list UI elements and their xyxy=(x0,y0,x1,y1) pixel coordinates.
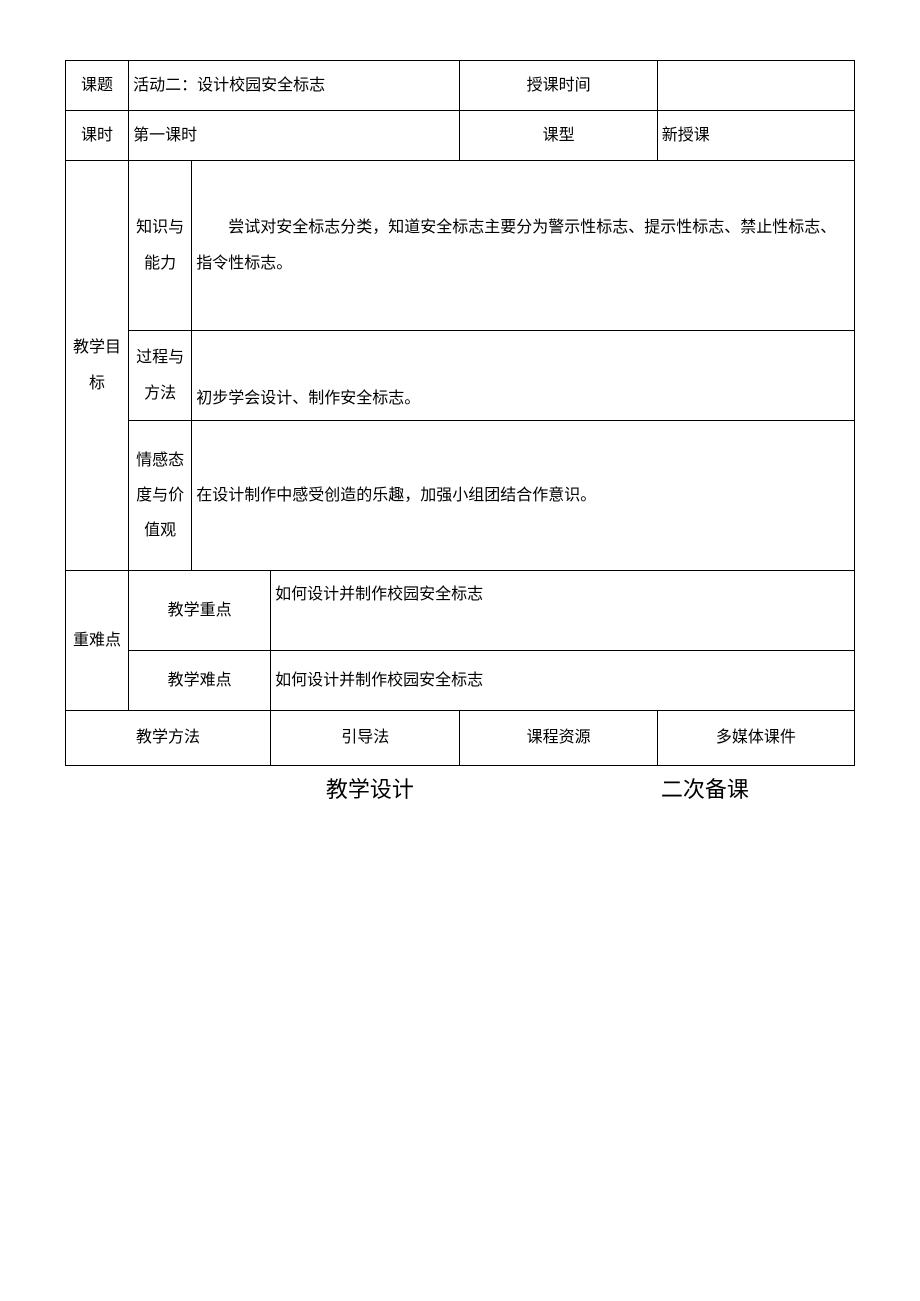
label-method: 教学方法 xyxy=(66,711,271,766)
value-teach-time xyxy=(657,61,854,111)
value-knowledge: 尝试对安全标志分类，知道安全标志主要分为警示性标志、提示性标志、禁止性标志、指令… xyxy=(192,161,855,331)
label-process: 过程与方法 xyxy=(129,331,192,421)
label-focus: 教学重点 xyxy=(129,571,271,651)
value-period: 第一课时 xyxy=(129,111,460,161)
value-difficulty: 如何设计并制作校园安全标志 xyxy=(271,651,855,711)
footer-row: 教学设计 二次备课 xyxy=(65,772,855,804)
footer-second-prep: 二次备课 xyxy=(555,772,855,804)
label-objectives: 教学目标 xyxy=(66,161,129,571)
footer-teaching-design: 教学设计 xyxy=(65,772,555,804)
label-class-type: 课型 xyxy=(460,111,657,161)
value-emotion: 在设计制作中感受创造的乐趣，加强小组团结合作意识。 xyxy=(192,421,855,571)
row-methods: 教学方法 引导法 课程资源 多媒体课件 xyxy=(66,711,855,766)
value-method: 引导法 xyxy=(271,711,460,766)
label-knowledge: 知识与能力 xyxy=(129,161,192,331)
row-keypoint-focus: 重难点 教学重点 如何设计并制作校园安全标志 xyxy=(66,571,855,651)
lesson-plan-table: 课题 活动二：设计校园安全标志 授课时间 课时 第一课时 课型 新授课 教学目标… xyxy=(65,60,855,766)
row-obj-knowledge: 教学目标 知识与能力 尝试对安全标志分类，知道安全标志主要分为警示性标志、提示性… xyxy=(66,161,855,331)
label-emotion: 情感态度与价值观 xyxy=(129,421,192,571)
row-period: 课时 第一课时 课型 新授课 xyxy=(66,111,855,161)
value-topic: 活动二：设计校园安全标志 xyxy=(129,61,460,111)
row-obj-process: 过程与方法 初步学会设计、制作安全标志。 xyxy=(66,331,855,421)
value-resource: 多媒体课件 xyxy=(657,711,854,766)
value-class-type: 新授课 xyxy=(657,111,854,161)
label-difficulty: 教学难点 xyxy=(129,651,271,711)
label-period: 课时 xyxy=(66,111,129,161)
row-topic: 课题 活动二：设计校园安全标志 授课时间 xyxy=(66,61,855,111)
row-keypoint-difficulty: 教学难点 如何设计并制作校园安全标志 xyxy=(66,651,855,711)
label-topic: 课题 xyxy=(66,61,129,111)
value-process: 初步学会设计、制作安全标志。 xyxy=(192,331,855,421)
label-resource: 课程资源 xyxy=(460,711,657,766)
label-keypoints: 重难点 xyxy=(66,571,129,711)
value-focus: 如何设计并制作校园安全标志 xyxy=(271,571,855,651)
label-teach-time: 授课时间 xyxy=(460,61,657,111)
row-obj-emotion: 情感态度与价值观 在设计制作中感受创造的乐趣，加强小组团结合作意识。 xyxy=(66,421,855,571)
